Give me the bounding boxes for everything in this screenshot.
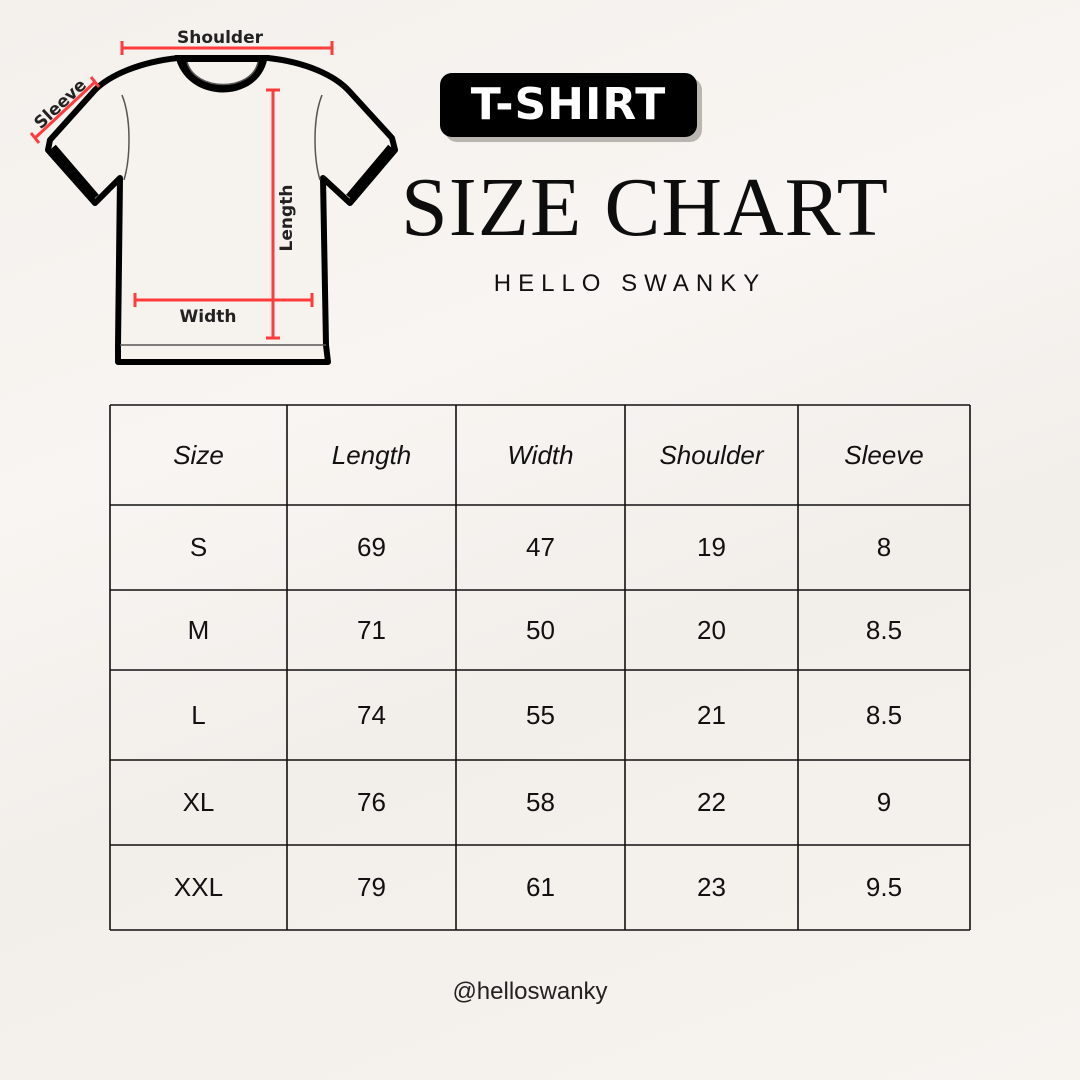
table-cell: 69 xyxy=(357,532,386,562)
table-cell: 61 xyxy=(526,872,555,902)
column-header: Shoulder xyxy=(659,439,764,470)
width-label: Width xyxy=(180,307,237,327)
table-cell: 19 xyxy=(697,532,726,562)
table-cell: 23 xyxy=(697,872,726,902)
brand-subtitle: HELLO SWANKY xyxy=(493,270,767,297)
table-cell: 50 xyxy=(526,614,555,645)
page-title: SIZE CHART xyxy=(401,161,889,254)
shoulder-label: Shoulder xyxy=(177,28,264,48)
table-cell: 55 xyxy=(526,699,555,730)
table-cell: 21 xyxy=(697,699,726,730)
table-cell: 8.5 xyxy=(865,614,903,645)
column-header: Sleeve xyxy=(844,439,924,470)
tshirt-badge: T-SHIRT xyxy=(440,73,697,137)
table-cell: L xyxy=(191,699,206,730)
table-cell: M xyxy=(187,614,210,645)
table-cell: 47 xyxy=(526,532,555,562)
table-cell: XL xyxy=(182,787,215,817)
column-header: Length xyxy=(331,439,412,470)
length-label: Length xyxy=(277,185,297,252)
tshirt-outline-icon xyxy=(45,55,398,365)
table-cell: 79 xyxy=(357,872,386,902)
table-cell: S xyxy=(189,532,208,562)
table-cell: 22 xyxy=(697,787,726,817)
table-cell: 20 xyxy=(697,614,726,645)
table-cell: 9.5 xyxy=(865,872,903,902)
tshirt-measurement-diagram: Shoulder Sleeve Length Width xyxy=(29,28,398,365)
table-cell: 58 xyxy=(526,787,555,817)
measure-lines xyxy=(29,41,334,340)
column-header: Width xyxy=(507,439,574,470)
table-cell: 8.5 xyxy=(865,699,903,730)
column-header: Size xyxy=(173,439,224,470)
table-cell: 74 xyxy=(357,699,386,730)
social-handle: @helloswanky xyxy=(452,978,608,1005)
table-cell: 76 xyxy=(357,787,386,817)
table-cell: 71 xyxy=(357,614,386,645)
table-cell: 8 xyxy=(876,532,892,562)
table-cell: XXL xyxy=(173,872,224,902)
table-cell: 9 xyxy=(876,787,892,817)
